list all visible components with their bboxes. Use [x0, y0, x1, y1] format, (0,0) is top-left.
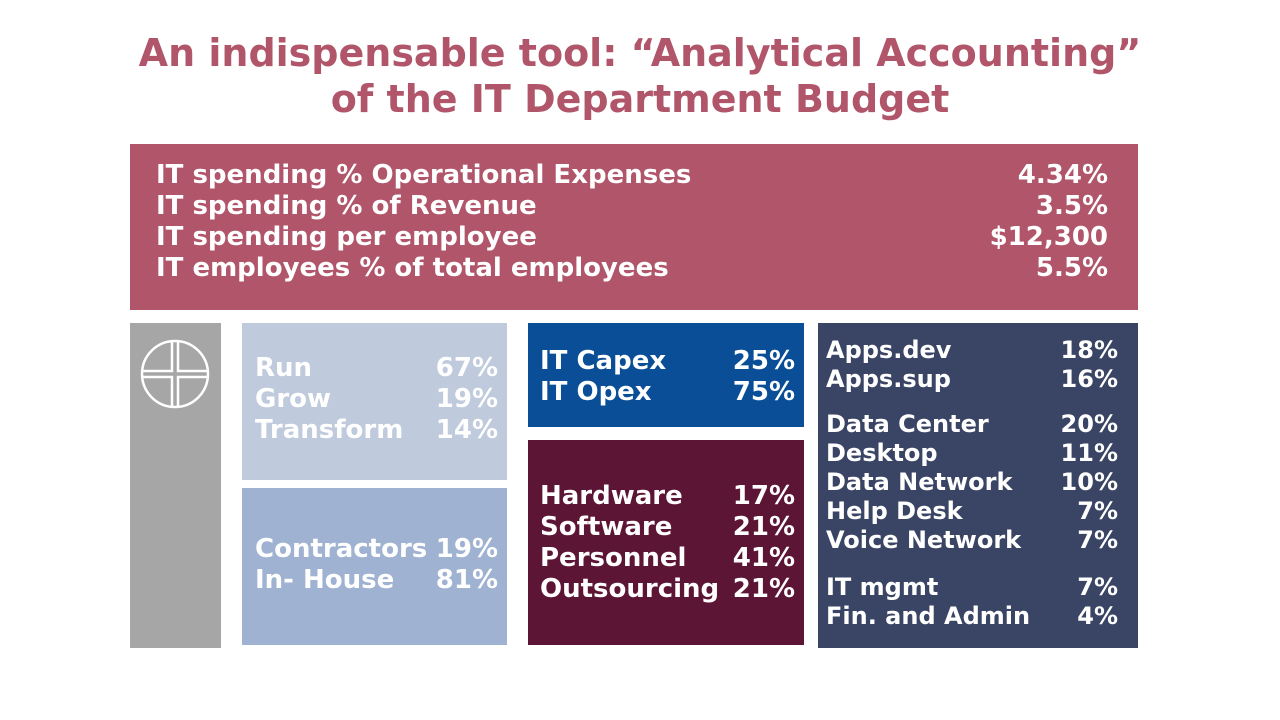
item-label: Fin. and Admin	[826, 602, 1031, 630]
item-value: 21%	[732, 574, 795, 604]
list-item: Hardware 17%	[540, 481, 795, 512]
item-value: 18%	[1060, 336, 1118, 364]
summary-panel: IT spending % Operational Expenses 4.34%…	[130, 144, 1138, 310]
list-item: Contractors 19%	[255, 534, 498, 565]
list-item: Transform 14%	[255, 415, 498, 446]
list-item: Grow 19%	[255, 384, 498, 415]
list-item: Voice Network 7%	[826, 526, 1118, 555]
list-item: In- House 81%	[255, 565, 498, 596]
item-label: IT Capex	[540, 346, 667, 376]
item-label: Data Network	[826, 468, 1013, 496]
item-label: Software	[540, 512, 673, 542]
item-label: Contractors	[255, 534, 428, 564]
list-item: IT Opex 75%	[540, 377, 795, 408]
item-value: 7%	[1077, 573, 1118, 601]
list-item: IT mgmt 7%	[826, 573, 1118, 602]
item-value: 11%	[1060, 439, 1118, 467]
item-label: IT Opex	[540, 377, 652, 407]
list-item: Fin. and Admin 4%	[826, 602, 1118, 631]
list-item: Data Network 10%	[826, 468, 1118, 497]
management-group: IT mgmt 7% Fin. and Admin 4%	[826, 573, 1118, 631]
list-item: Help Desk 7%	[826, 497, 1118, 526]
item-value: 19%	[435, 384, 498, 414]
list-item: Apps.sup 16%	[826, 365, 1118, 394]
item-value: 4%	[1077, 602, 1118, 630]
sourcing-panel: Contractors 19% In- House 81%	[242, 488, 507, 645]
item-label: Data Center	[826, 410, 989, 438]
item-value: 19%	[435, 534, 498, 564]
list-item: Personnel 41%	[540, 543, 795, 574]
run-grow-transform-panel: Run 67% Grow 19% Transform 14%	[242, 323, 507, 480]
summary-value: 4.34%	[1017, 160, 1108, 190]
summary-row: IT spending % Operational Expenses 4.34%	[156, 160, 1108, 191]
item-value: 17%	[732, 481, 795, 511]
item-value: 14%	[435, 415, 498, 445]
list-item: Apps.dev 18%	[826, 336, 1118, 365]
summary-label: IT spending % of Revenue	[156, 191, 537, 221]
apps-group: Apps.dev 18% Apps.sup 16%	[826, 336, 1118, 394]
summary-value: 5.5%	[1035, 253, 1108, 283]
item-value: 20%	[1060, 410, 1118, 438]
item-value: 41%	[732, 543, 795, 573]
item-value: 10%	[1060, 468, 1118, 496]
summary-row: IT spending % of Revenue 3.5%	[156, 191, 1108, 222]
item-label: Desktop	[826, 439, 938, 467]
item-value: 7%	[1077, 526, 1118, 554]
side-bar	[130, 323, 221, 648]
summary-label: IT spending per employee	[156, 222, 537, 252]
item-label: In- House	[255, 565, 395, 595]
infrastructure-group: Data Center 20% Desktop 11% Data Network…	[826, 410, 1118, 555]
item-label: Personnel	[540, 543, 687, 573]
title-line-1: An indispensable tool: “Analytical Accou…	[138, 31, 1142, 75]
summary-row: IT employees % of total employees 5.5%	[156, 253, 1108, 284]
summary-value: 3.5%	[1035, 191, 1108, 221]
summary-label: IT spending % Operational Expenses	[156, 160, 692, 190]
item-label: Hardware	[540, 481, 683, 511]
item-value: 75%	[732, 377, 795, 407]
item-label: IT mgmt	[826, 573, 939, 601]
list-item: Desktop 11%	[826, 439, 1118, 468]
item-value: 7%	[1077, 497, 1118, 525]
list-item: Data Center 20%	[826, 410, 1118, 439]
capex-opex-panel: IT Capex 25% IT Opex 75%	[528, 323, 804, 427]
summary-row: IT spending per employee $12,300	[156, 222, 1108, 253]
item-label: Apps.sup	[826, 365, 951, 393]
cost-types-panel: Hardware 17% Software 21% Personnel 41% …	[528, 440, 804, 645]
list-item: Outsourcing 21%	[540, 574, 795, 605]
item-label: Voice Network	[826, 526, 1022, 554]
list-item: Software 21%	[540, 512, 795, 543]
summary-label: IT employees % of total employees	[156, 253, 669, 283]
list-item: Run 67%	[255, 353, 498, 384]
item-value: 67%	[435, 353, 498, 383]
item-value: 81%	[435, 565, 498, 595]
functions-panel: Apps.dev 18% Apps.sup 16% Data Center 20…	[818, 323, 1138, 648]
summary-value: $12,300	[989, 222, 1108, 252]
list-item: IT Capex 25%	[540, 346, 795, 377]
title-line-2: of the IT Department Budget	[330, 77, 950, 121]
item-value: 16%	[1060, 365, 1118, 393]
item-label: Help Desk	[826, 497, 963, 525]
item-value: 21%	[732, 512, 795, 542]
item-value: 25%	[732, 346, 795, 376]
item-label: Transform	[255, 415, 404, 445]
item-label: Grow	[255, 384, 332, 414]
item-label: Apps.dev	[826, 336, 952, 364]
circle-cross-logo-icon	[140, 339, 210, 409]
item-label: Run	[255, 353, 313, 383]
page-title: An indispensable tool: “Analytical Accou…	[0, 30, 1280, 122]
item-label: Outsourcing	[540, 574, 720, 604]
